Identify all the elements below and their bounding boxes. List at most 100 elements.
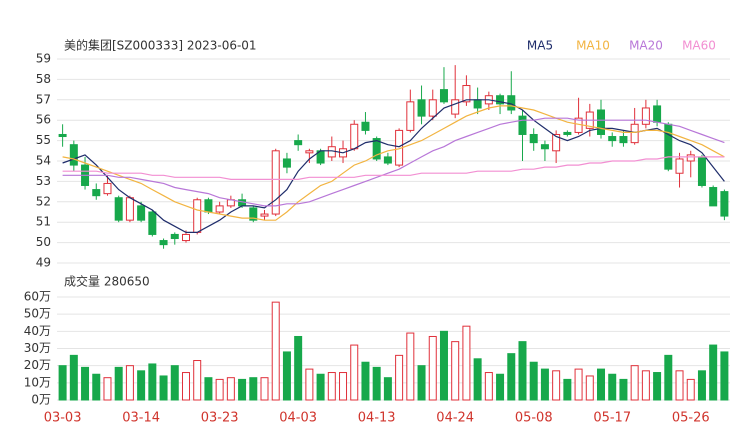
- x-tick-label: 04-24: [436, 411, 474, 426]
- y-tick-label: 0万: [31, 393, 51, 407]
- candle-body: [473, 99, 482, 109]
- volume-bar: [249, 377, 258, 401]
- y-tick-label: 50万: [24, 307, 51, 321]
- legend-label: MA20: [629, 39, 663, 53]
- volume-bar: [462, 325, 471, 401]
- volume-bar: [540, 368, 549, 401]
- candle-body: [552, 133, 561, 152]
- volume-bar: [675, 370, 684, 401]
- volume-bar: [518, 341, 527, 401]
- y-tick-label: 49: [36, 256, 51, 270]
- candle-body: [462, 85, 471, 103]
- candle-body: [361, 121, 370, 131]
- candle-body: [709, 187, 718, 207]
- volume-bar: [664, 354, 673, 401]
- volume-bar: [58, 365, 67, 401]
- ma-line: [62, 156, 725, 180]
- volume-bar: [361, 361, 370, 401]
- candle-body: [92, 189, 101, 197]
- volume-bar: [417, 365, 426, 401]
- volume-bar: [69, 354, 78, 401]
- x-tick-label: 03-23: [201, 411, 239, 426]
- x-tick-label: 05-08: [515, 411, 553, 426]
- volume-bar: [585, 375, 594, 401]
- candle-body: [428, 99, 437, 117]
- volume-bar: [653, 372, 662, 401]
- volume-bar: [597, 368, 606, 401]
- ma-line: [62, 105, 725, 221]
- volume-bar: [81, 366, 90, 401]
- candle-body: [58, 133, 67, 138]
- candle-body: [294, 140, 303, 146]
- y-tick-label: 52: [36, 194, 51, 208]
- candle-body: [215, 205, 224, 213]
- volume-bar: [507, 353, 516, 401]
- volume-bar: [204, 377, 213, 401]
- volume-bar: [103, 377, 112, 401]
- legend-label: MA10: [576, 39, 610, 53]
- volume-bar: [372, 366, 381, 401]
- volume-bar: [383, 377, 392, 401]
- volume-bar: [114, 366, 123, 401]
- candle-body: [103, 182, 112, 195]
- candle-body: [451, 99, 460, 115]
- candle-body: [686, 154, 695, 162]
- volume-bar: [137, 370, 146, 401]
- x-tick-label: 03-14: [122, 411, 160, 426]
- y-tick-label: 30万: [24, 341, 51, 355]
- x-tick-label: 05-26: [672, 411, 710, 426]
- volume-bar: [226, 377, 235, 401]
- candle-body: [641, 107, 650, 125]
- x-tick-label: 03-03: [44, 411, 82, 426]
- volume-bar: [181, 372, 190, 401]
- candle-body: [159, 240, 168, 246]
- volume-bar: [574, 368, 583, 401]
- candle-body: [282, 158, 291, 168]
- volume-bar: [148, 363, 157, 401]
- volume-bar: [159, 375, 168, 401]
- volume-bar: [327, 372, 336, 401]
- y-tick-label: 20万: [24, 358, 51, 372]
- candle-body: [148, 211, 157, 235]
- volume-bar: [473, 358, 482, 401]
- y-tick-label: 56: [36, 113, 51, 127]
- volume-bar: [125, 365, 134, 401]
- volume-bar: [170, 365, 179, 401]
- volume-bar: [608, 373, 617, 401]
- y-tick-label: 54: [36, 154, 51, 168]
- volume-bar: [339, 372, 348, 401]
- volume-bar: [395, 354, 404, 401]
- volume-bar: [215, 378, 224, 401]
- candle-body: [383, 156, 392, 164]
- volume-bar: [439, 330, 448, 401]
- candle-body: [518, 115, 527, 135]
- volume-bar: [294, 335, 303, 401]
- candle-body: [125, 197, 134, 221]
- candle-body: [608, 136, 617, 142]
- volume-bar: [271, 301, 280, 401]
- volume-bar: [709, 344, 718, 401]
- volume-bar: [428, 335, 437, 401]
- candle-body: [114, 197, 123, 221]
- legend-label: MA60: [682, 39, 716, 53]
- volume-bar: [641, 370, 650, 401]
- legend-label: MA5: [527, 39, 553, 53]
- y-tick-label: 10万: [24, 375, 51, 389]
- y-tick-label: 57: [36, 92, 51, 106]
- candle-body: [372, 138, 381, 160]
- y-tick-label: 40万: [24, 324, 51, 338]
- y-tick-label: 58: [36, 72, 51, 86]
- candle-body: [305, 150, 314, 154]
- chart-title: 美的集团[SZ000333] 2023-06-01: [64, 38, 257, 53]
- y-tick-label: 50: [36, 235, 51, 249]
- candle-body: [439, 89, 448, 103]
- candle-body: [193, 199, 202, 233]
- candle-body: [249, 207, 258, 221]
- candle-body: [529, 133, 538, 144]
- candle-body: [563, 131, 572, 135]
- volume-bar: [193, 360, 202, 401]
- candle-body: [496, 95, 505, 105]
- volume-bar: [563, 378, 572, 401]
- y-tick-label: 51: [36, 215, 51, 229]
